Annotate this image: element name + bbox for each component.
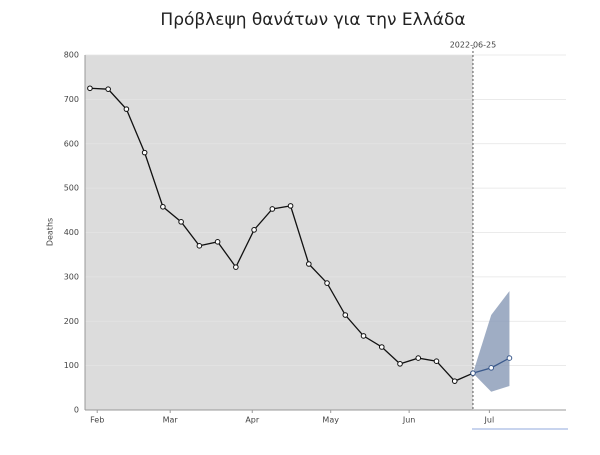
y-axis-label: Deaths [46, 218, 55, 246]
data-point [306, 261, 312, 267]
x-tick-label: Mar [163, 416, 179, 425]
x-tick-label: Jul [484, 416, 495, 425]
annotation-label: 2022-06-25 [450, 41, 497, 50]
x-tick-label: Feb [90, 416, 104, 425]
data-point [123, 106, 130, 112]
data-point [105, 86, 111, 92]
data-point [378, 344, 385, 350]
x-tick-label: May [322, 416, 339, 425]
y-tick-label: 100 [64, 361, 79, 370]
data-point [214, 239, 221, 245]
data-point [360, 333, 367, 339]
data-point [178, 219, 184, 225]
data-point [506, 355, 513, 361]
data-point [433, 358, 440, 364]
data-point [196, 243, 203, 249]
data-point [488, 365, 495, 371]
y-tick-label: 400 [64, 228, 79, 237]
data-point [160, 203, 166, 210]
y-tick-label: 300 [64, 272, 79, 281]
forecast-band [472, 291, 510, 392]
scroll-bar [472, 428, 568, 430]
data-point [342, 312, 349, 318]
data-point [397, 361, 403, 367]
data-point [415, 355, 422, 361]
x-tick-label: Apr [245, 416, 260, 425]
data-point [324, 280, 330, 286]
data-point [87, 85, 93, 92]
data-point [269, 206, 276, 212]
x-tick-label: Jun [402, 416, 416, 425]
y-tick-label: 0 [74, 406, 79, 415]
series-line [89, 87, 474, 382]
data-point [287, 203, 294, 209]
y-tick-label: 200 [64, 317, 79, 326]
data-point [251, 227, 257, 233]
data-point [451, 378, 458, 384]
y-tick-label: 500 [64, 184, 79, 193]
chart-title: Πρόβλεψη θανάτων για την Ελλάδα [160, 10, 465, 30]
data-point [470, 370, 476, 376]
data-point [141, 149, 148, 156]
y-tick-label: 800 [64, 51, 79, 60]
y-tick-label: 600 [64, 139, 79, 148]
y-tick-label: 700 [64, 95, 79, 104]
data-point [233, 264, 239, 270]
